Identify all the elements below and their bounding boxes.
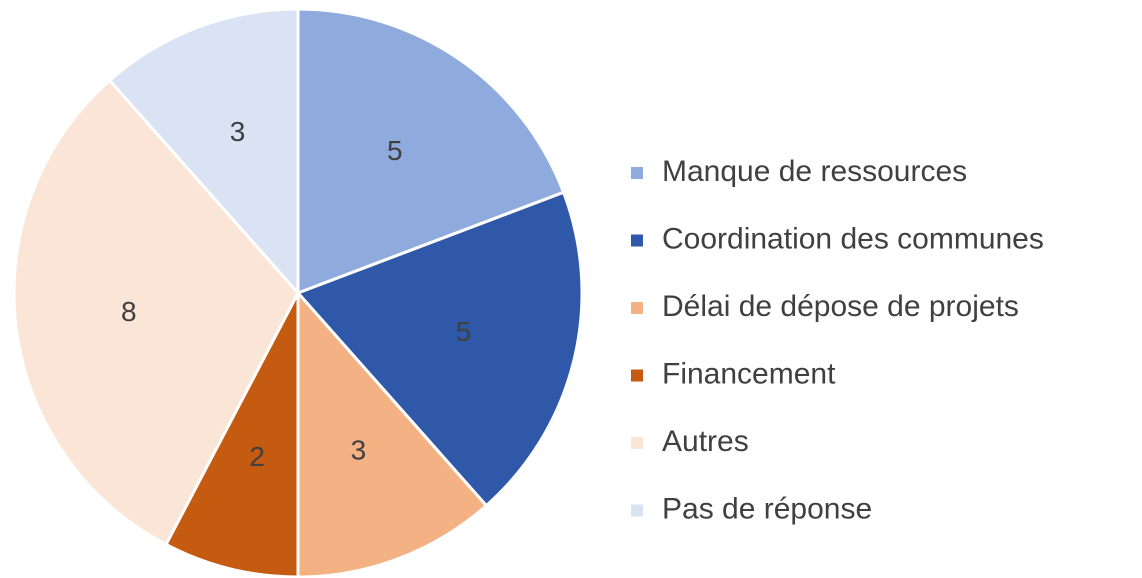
data-label: 5 <box>387 135 403 166</box>
data-label: 5 <box>456 316 472 347</box>
legend-label: Coordination des communes <box>662 222 1044 255</box>
pie-slice <box>295 190 584 508</box>
pie-slice <box>296 7 566 296</box>
legend-swatch <box>631 167 643 179</box>
data-label: 8 <box>121 296 137 327</box>
legend-swatch <box>631 302 643 314</box>
pie-slice <box>163 292 300 578</box>
data-label: 3 <box>351 435 367 466</box>
data-label: 2 <box>249 441 265 472</box>
pie-slice <box>12 78 300 547</box>
legend-swatch <box>631 369 643 382</box>
legend-swatch <box>631 437 643 449</box>
legend-label: Pas de réponse <box>662 492 872 525</box>
pie-slice <box>296 289 489 578</box>
legend-swatch <box>631 234 643 247</box>
legend-label: Délai de dépose de projets <box>662 290 1019 323</box>
pie-slice <box>107 7 300 297</box>
legend-label: Manque de ressources <box>662 155 967 188</box>
legend-swatch <box>631 504 643 517</box>
legend-label: Autres <box>662 425 749 458</box>
legend-label: Financement <box>662 357 836 390</box>
data-label: 3 <box>230 116 246 147</box>
